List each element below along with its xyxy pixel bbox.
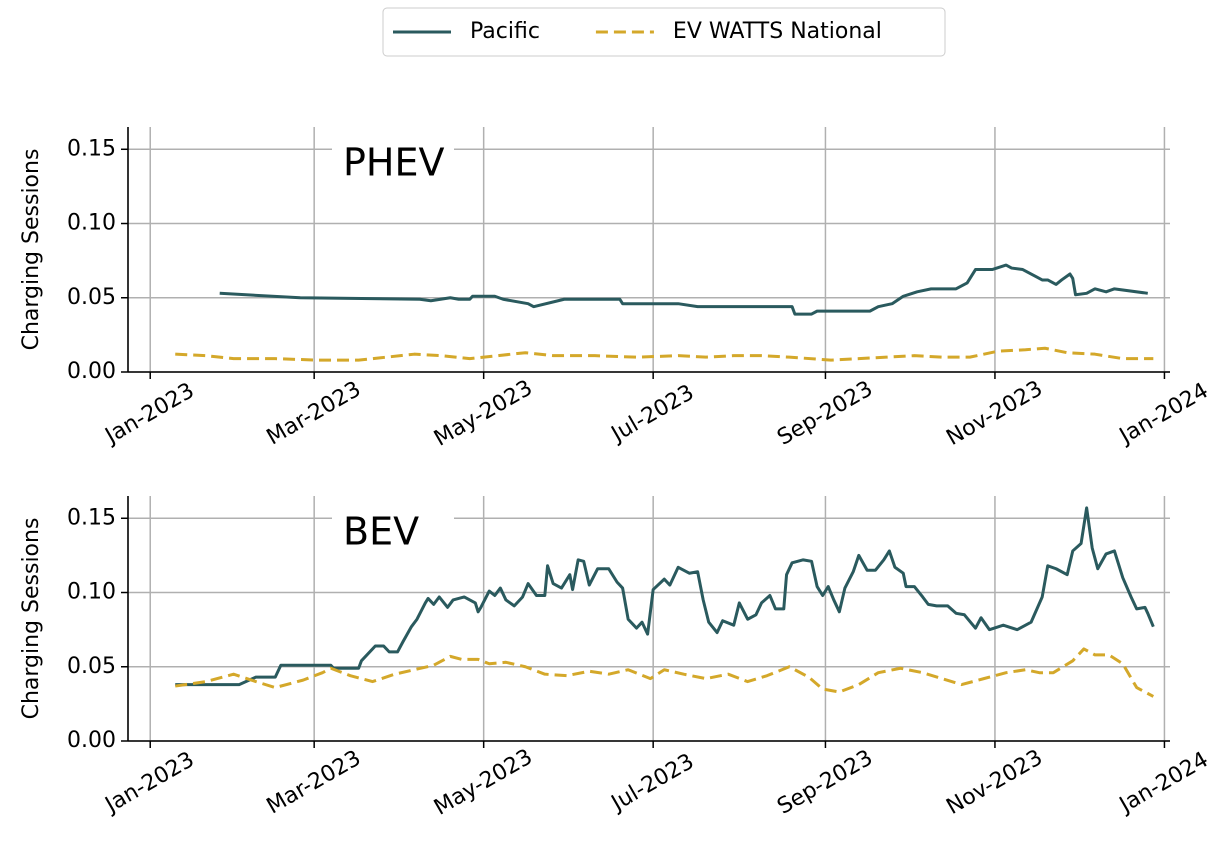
x-tick-label: Jan-2024 bbox=[1114, 378, 1213, 450]
y-tick-label: 0.00 bbox=[67, 359, 116, 384]
x-tick-label: Nov-2023 bbox=[942, 745, 1047, 820]
title-bg bbox=[332, 510, 454, 558]
series-line bbox=[175, 647, 1155, 698]
x-tick-label: Sep-2023 bbox=[773, 376, 877, 450]
x-tick-label: Nov-2023 bbox=[942, 376, 1047, 451]
y-tick-label: 0.10 bbox=[67, 211, 116, 236]
y-tick-label: 0.00 bbox=[67, 728, 116, 753]
x-tick-label: May-2023 bbox=[430, 375, 537, 451]
x-tick-label: Jul-2023 bbox=[606, 380, 699, 448]
x-tick-label: May-2023 bbox=[430, 744, 537, 820]
y-tick-label: 0.05 bbox=[67, 285, 116, 310]
series-line bbox=[175, 506, 1155, 687]
legend-box bbox=[382, 7, 946, 57]
series-line bbox=[175, 346, 1154, 362]
legend-label: Pacific bbox=[470, 19, 540, 44]
y-tick-label: 0.15 bbox=[67, 505, 116, 530]
x-tick-label: Mar-2023 bbox=[263, 746, 366, 820]
legend-label: EV WATTS National bbox=[673, 19, 882, 44]
x-tick-label: Jul-2023 bbox=[606, 749, 699, 817]
title-bg bbox=[332, 141, 454, 189]
y-tick-label: 0.05 bbox=[67, 654, 116, 679]
x-tick-label: Jan-2024 bbox=[1114, 747, 1213, 819]
panel-title: PHEV bbox=[343, 141, 445, 185]
x-tick-label: Jan-2023 bbox=[100, 378, 199, 450]
x-tick-label: Mar-2023 bbox=[263, 377, 366, 451]
y-axis-label: Charging Sessions bbox=[19, 149, 44, 351]
panel-title: BEV bbox=[343, 510, 419, 554]
y-tick-label: 0.10 bbox=[67, 580, 116, 605]
y-tick-label: 0.15 bbox=[67, 136, 116, 161]
x-tick-label: Jan-2023 bbox=[100, 747, 199, 819]
series-line bbox=[219, 263, 1148, 316]
y-axis-label: Charging Sessions bbox=[19, 518, 44, 720]
x-tick-label: Sep-2023 bbox=[773, 745, 877, 819]
